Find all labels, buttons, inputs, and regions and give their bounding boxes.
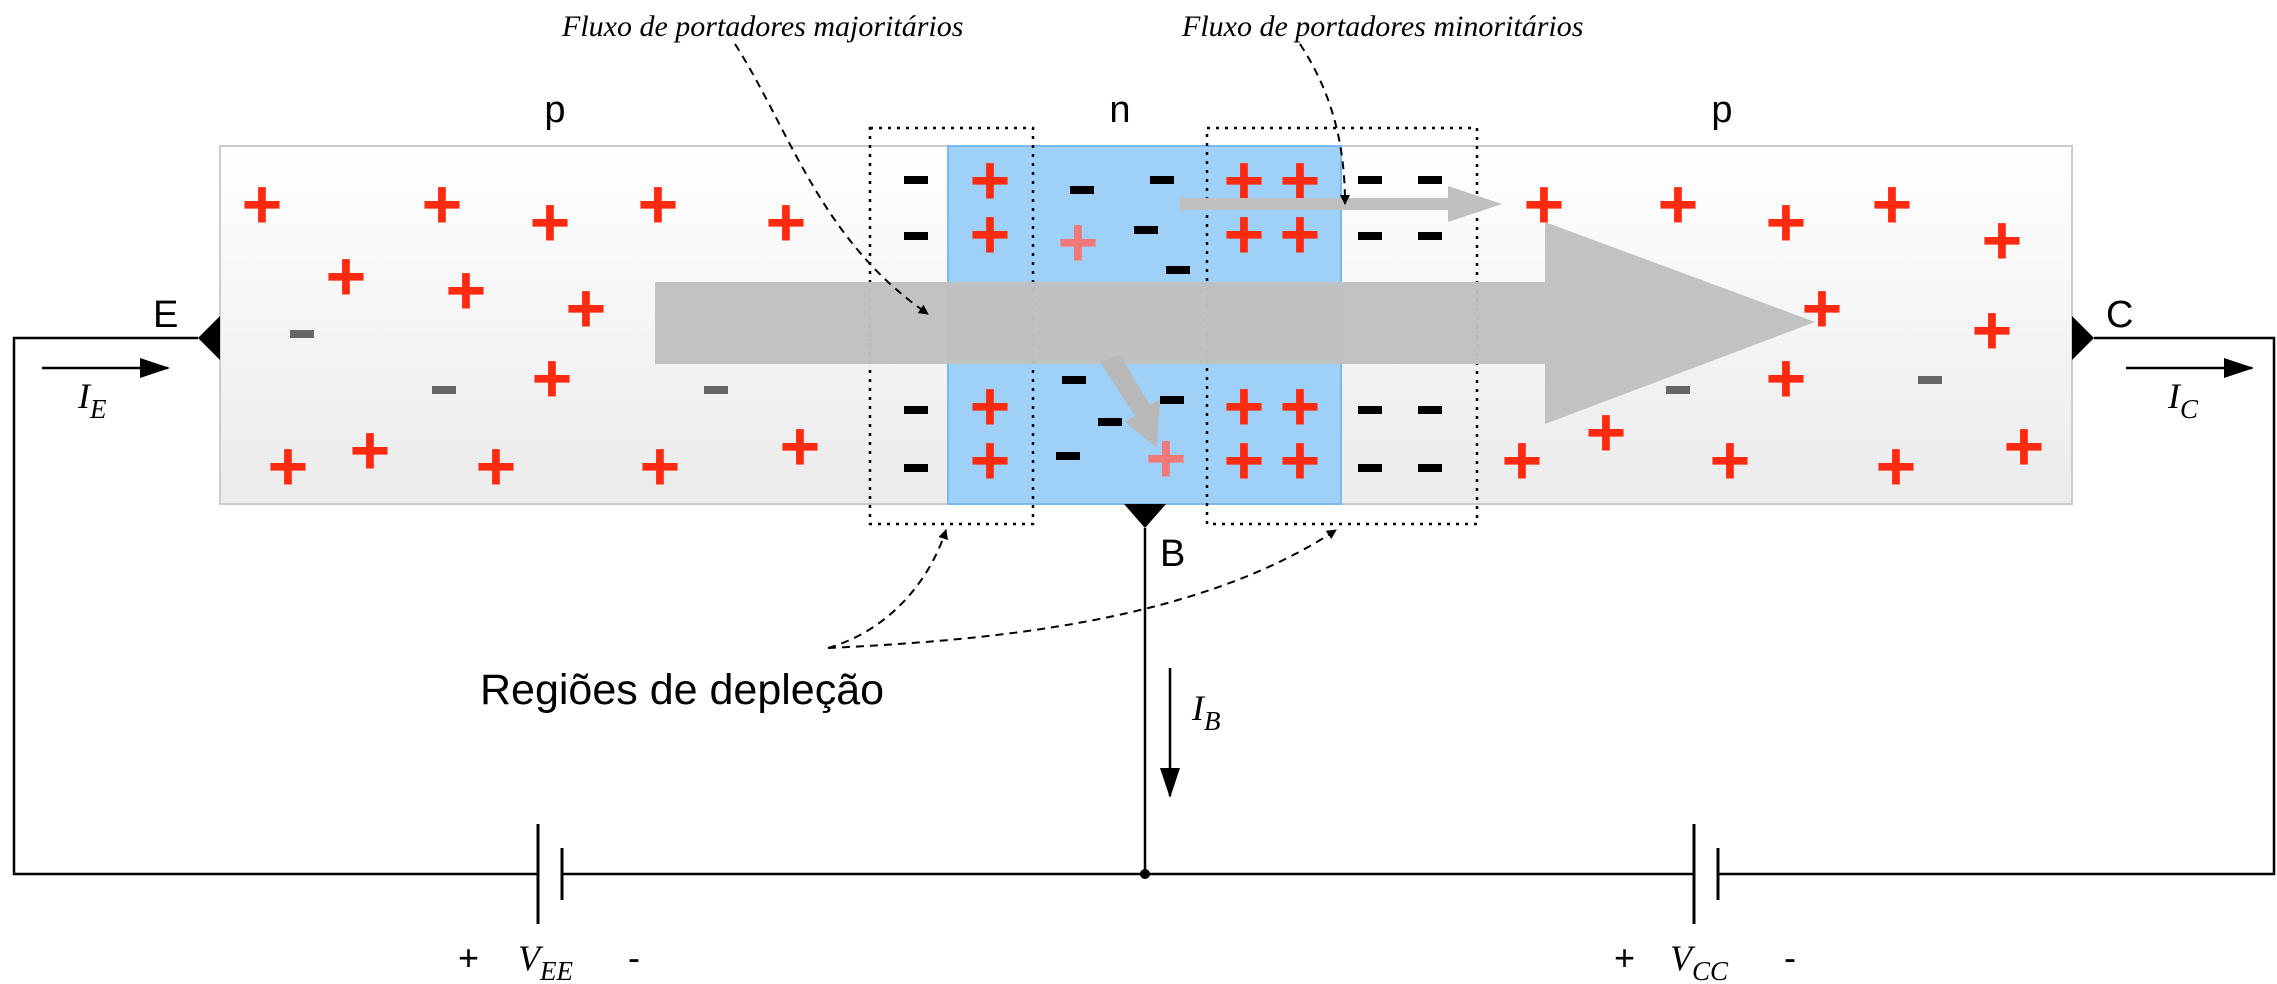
hole-charge: + <box>1710 421 1751 499</box>
minority-electron-charge <box>290 330 314 338</box>
collector-circuit-wire <box>1732 336 2276 876</box>
hole-charge: + <box>970 195 1011 273</box>
electron-charge <box>1358 464 1382 472</box>
hole-charge: + <box>780 407 821 485</box>
electron-charge <box>1160 396 1184 404</box>
vee-plus-label: + <box>458 937 479 978</box>
depletion-pointer-left <box>827 529 949 649</box>
vee-symbol-label: VEE <box>518 938 573 984</box>
collector-current-label: IC <box>2167 376 2199 424</box>
electron-charge <box>1166 266 1190 274</box>
collector-terminal-marker <box>2072 316 2094 360</box>
hole-charge: + <box>2004 407 2045 485</box>
hole-charge: + <box>970 421 1011 499</box>
depletion-regions-label: Regiões de depleção <box>480 666 884 714</box>
minority-hole-charge: + <box>1058 203 1099 281</box>
vee-source-label: + VEE - <box>458 937 640 984</box>
emitter-region-label: p <box>544 89 565 131</box>
electron-charge <box>1418 232 1442 240</box>
base-current-label: IB <box>1191 688 1221 736</box>
emitter-circuit-wire <box>12 336 538 876</box>
vee-minus-label: - <box>628 937 640 978</box>
emitter-terminal-label: E <box>153 294 178 336</box>
electron-charge <box>904 232 928 240</box>
electron-charge <box>1418 464 1442 472</box>
electron-charge <box>904 464 928 472</box>
hole-charge: + <box>640 427 681 505</box>
hole-charge: + <box>1982 201 2023 279</box>
hole-charge: + <box>1802 269 1843 347</box>
vcc-minus-label: - <box>1784 937 1796 978</box>
electron-charge <box>1358 406 1382 414</box>
hole-charge: + <box>422 165 463 243</box>
hole-charge: + <box>1872 165 1913 243</box>
electron-charge <box>1358 176 1382 184</box>
minority-electron-charge <box>1918 376 1942 384</box>
hole-charge: + <box>566 269 607 347</box>
vcc-plus-label: + <box>1614 937 1635 978</box>
emitter-terminal-marker <box>198 316 220 360</box>
collector-terminal-label: C <box>2106 294 2133 336</box>
hole-charge: + <box>268 427 309 505</box>
depletion-pointer-right <box>827 529 1337 649</box>
electron-charge <box>1098 418 1122 426</box>
collector-region-label: p <box>1711 89 1732 131</box>
majority-carrier-arrow <box>655 222 1815 424</box>
electron-charge <box>1134 226 1158 234</box>
base-region-label: n <box>1109 89 1130 131</box>
vcc-source-label: + VCC - <box>1614 937 1796 984</box>
hole-charge: + <box>350 411 391 489</box>
minority-electron-charge <box>1666 386 1690 394</box>
hole-charge: + <box>530 183 571 261</box>
electron-charge <box>1358 232 1382 240</box>
hole-charge: + <box>1280 421 1321 499</box>
base-terminal-marker <box>1124 504 1166 528</box>
majority-flow-label: Fluxo de portadores majoritários <box>561 10 963 43</box>
minority-flow-pointer <box>1299 43 1350 205</box>
minority-electron-charge <box>704 386 728 394</box>
hole-charge: + <box>1876 427 1917 505</box>
electron-charge <box>1418 176 1442 184</box>
electron-charge <box>1418 406 1442 414</box>
hole-charge: + <box>242 165 283 243</box>
emitter-current-label: IE <box>77 376 107 424</box>
hole-charge: + <box>1224 367 1265 445</box>
vcc-symbol-label: VCC <box>1670 938 1729 984</box>
hole-charge: + <box>476 427 517 505</box>
hole-charge: + <box>1280 367 1321 445</box>
electron-charge <box>1150 176 1174 184</box>
hole-charge: + <box>532 339 573 417</box>
hole-charge: + <box>1972 291 2013 369</box>
hole-charge: + <box>766 183 807 261</box>
hole-charge: + <box>1502 421 1543 499</box>
hole-charge: + <box>638 165 679 243</box>
hole-charge: + <box>970 367 1011 445</box>
electron-charge <box>904 176 928 184</box>
base-recombination-arrow <box>1100 355 1160 448</box>
electron-charge <box>904 406 928 414</box>
hole-charge: + <box>446 251 487 329</box>
hole-charge: + <box>1766 183 1807 261</box>
majority-flow-pointer <box>734 43 929 315</box>
hole-charge: + <box>970 141 1011 219</box>
electron-charges <box>290 176 1942 472</box>
minority-flow-label: Fluxo de portadores minoritários <box>1181 10 1583 43</box>
minority-electron-charge <box>432 386 456 394</box>
junction-node <box>1140 869 1150 879</box>
hole-charge: + <box>326 237 367 315</box>
electron-charge <box>1062 376 1086 384</box>
hole-charge: + <box>1658 165 1699 243</box>
electron-charge <box>1056 452 1080 460</box>
hole-charge: + <box>1224 421 1265 499</box>
electron-charge <box>1070 186 1094 194</box>
base-terminal-label: B <box>1160 533 1185 575</box>
hole-charge: + <box>1766 339 1807 417</box>
